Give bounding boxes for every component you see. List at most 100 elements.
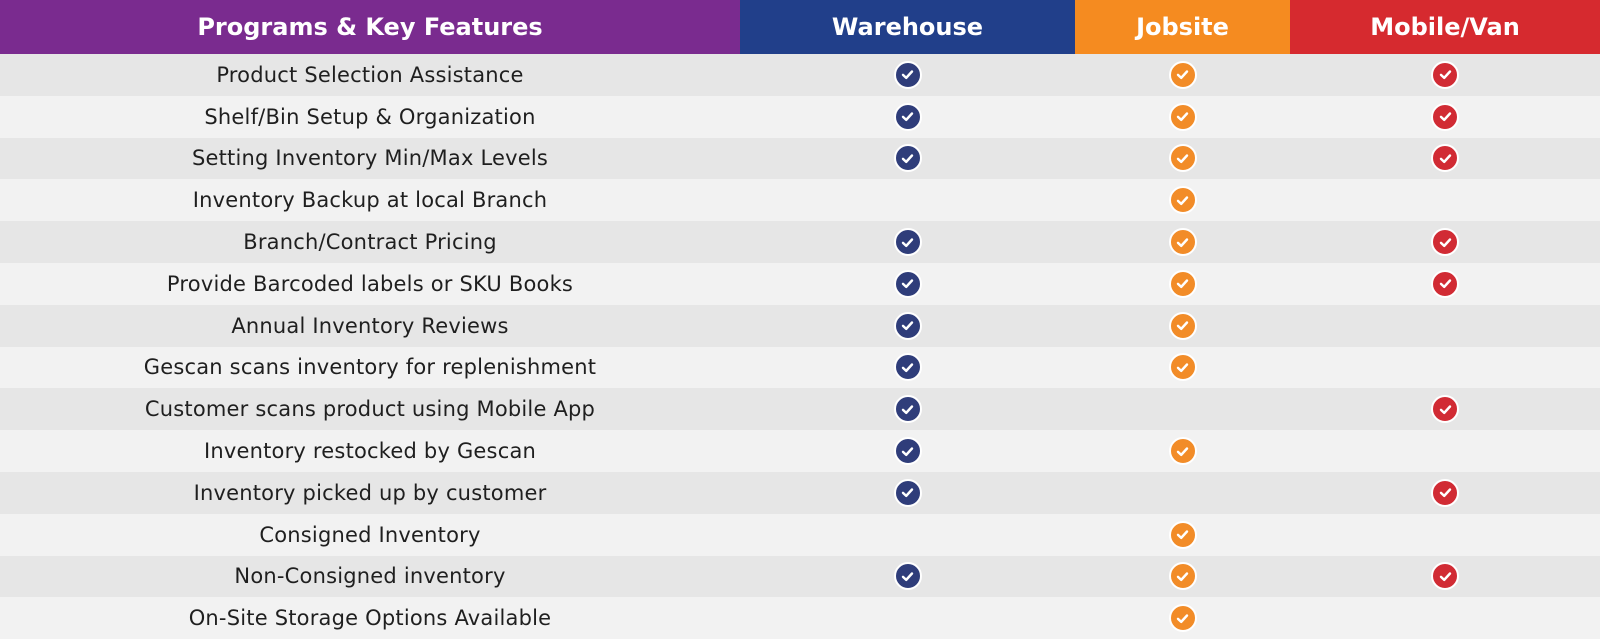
table-row: Inventory restocked by Gescan bbox=[0, 430, 1600, 472]
feature-label: Inventory Backup at local Branch bbox=[192, 188, 548, 213]
cell-warehouse bbox=[740, 305, 1075, 347]
check-circle-icon bbox=[893, 395, 922, 424]
cell-mobile bbox=[1290, 138, 1600, 180]
cell-mobile bbox=[1290, 472, 1600, 514]
check-circle-icon bbox=[1431, 144, 1459, 173]
check-circle-icon bbox=[1431, 478, 1459, 507]
header-jobsite: Jobsite bbox=[1075, 0, 1290, 54]
table-row: Gescan scans inventory for replenishment bbox=[0, 346, 1600, 389]
table-row: Non-Consigned inventory bbox=[0, 555, 1600, 598]
feature-label: Consigned Inventory bbox=[259, 522, 481, 547]
cell-warehouse bbox=[740, 556, 1075, 598]
feature-label: Provide Barcoded labels or SKU Books bbox=[166, 271, 574, 296]
cell-warehouse bbox=[740, 388, 1075, 430]
cell-mobile bbox=[1290, 96, 1600, 138]
table-row: Customer scans product using Mobile App bbox=[0, 388, 1600, 431]
check-circle-icon bbox=[893, 228, 922, 257]
check-circle-icon bbox=[1168, 269, 1197, 298]
check-circle-icon bbox=[1431, 395, 1459, 424]
table-row: On-Site Storage Options Available bbox=[0, 597, 1600, 640]
cell-warehouse bbox=[740, 96, 1075, 138]
check-circle-icon bbox=[1431, 228, 1459, 257]
check-circle-icon bbox=[1168, 102, 1197, 131]
cell-mobile bbox=[1290, 347, 1600, 389]
table-row: Shelf/Bin Setup & Organization bbox=[0, 95, 1600, 138]
cell-mobile bbox=[1290, 221, 1600, 263]
feature-label: Inventory picked up by customer bbox=[193, 480, 547, 505]
cell-warehouse bbox=[740, 263, 1075, 305]
feature-label: Product Selection Assistance bbox=[216, 62, 524, 87]
cell-warehouse bbox=[740, 514, 1075, 556]
check-circle-icon bbox=[893, 353, 922, 382]
cell-jobsite bbox=[1075, 179, 1290, 221]
header-warehouse: Warehouse bbox=[740, 0, 1075, 54]
check-circle-icon bbox=[1168, 311, 1197, 340]
cell-jobsite bbox=[1075, 138, 1290, 180]
table-body: Product Selection Assistance Shelf/Bin Se… bbox=[0, 54, 1600, 640]
check-circle-icon bbox=[1168, 604, 1197, 633]
cell-mobile bbox=[1290, 305, 1600, 347]
cell-mobile bbox=[1290, 556, 1600, 598]
check-circle-icon bbox=[1431, 269, 1459, 298]
feature-label: Branch/Contract Pricing bbox=[243, 230, 497, 255]
cell-warehouse bbox=[740, 221, 1075, 263]
cell-mobile bbox=[1290, 54, 1600, 96]
feature-label: Gescan scans inventory for replenishment bbox=[143, 355, 597, 380]
check-circle-icon bbox=[1168, 562, 1197, 591]
cell-jobsite bbox=[1075, 96, 1290, 138]
feature-label: On-Site Storage Options Available bbox=[188, 606, 552, 631]
check-circle-icon bbox=[893, 562, 922, 591]
check-circle-icon bbox=[1168, 437, 1197, 466]
cell-mobile bbox=[1290, 179, 1600, 221]
check-circle-icon bbox=[893, 311, 922, 340]
cell-jobsite bbox=[1075, 388, 1290, 430]
check-circle-icon bbox=[893, 60, 922, 89]
check-circle-icon bbox=[1168, 228, 1197, 257]
cell-warehouse bbox=[740, 179, 1075, 221]
check-circle-icon bbox=[893, 102, 922, 131]
check-circle-icon bbox=[1431, 60, 1459, 89]
table-row: Setting Inventory Min/Max Levels bbox=[0, 137, 1600, 180]
check-circle-icon bbox=[1431, 102, 1459, 131]
header-features: Programs & Key Features bbox=[0, 0, 740, 54]
cell-mobile bbox=[1290, 430, 1600, 472]
cell-warehouse bbox=[740, 472, 1075, 514]
cell-jobsite bbox=[1075, 514, 1290, 556]
table-row: Branch/Contract Pricing bbox=[0, 221, 1600, 263]
feature-label: Annual Inventory Reviews bbox=[231, 313, 509, 338]
cell-jobsite bbox=[1075, 263, 1290, 305]
cell-warehouse bbox=[740, 597, 1075, 639]
cell-jobsite bbox=[1075, 430, 1290, 472]
feature-label: Customer scans product using Mobile App bbox=[144, 397, 596, 422]
check-circle-icon bbox=[1168, 353, 1197, 382]
table-row: Annual Inventory Reviews bbox=[0, 304, 1600, 347]
check-circle-icon bbox=[1168, 186, 1197, 215]
cell-mobile bbox=[1290, 263, 1600, 305]
header-mobile-van: Mobile/Van bbox=[1290, 0, 1600, 54]
cell-jobsite bbox=[1075, 472, 1290, 514]
feature-label: Shelf/Bin Setup & Organization bbox=[204, 104, 536, 129]
cell-jobsite bbox=[1075, 221, 1290, 263]
check-circle-icon bbox=[893, 478, 922, 507]
table-row: Provide Barcoded labels or SKU Books bbox=[0, 262, 1600, 305]
table-row: Inventory Backup at local Branch bbox=[0, 179, 1600, 222]
table-row: Product Selection Assistance bbox=[0, 54, 1600, 96]
feature-label: Setting Inventory Min/Max Levels bbox=[191, 146, 549, 171]
check-circle-icon bbox=[1168, 60, 1197, 89]
feature-label: Non-Consigned inventory bbox=[234, 564, 506, 589]
cell-mobile bbox=[1290, 597, 1600, 639]
check-circle-icon bbox=[1168, 144, 1197, 173]
cell-jobsite bbox=[1075, 597, 1290, 639]
cell-warehouse bbox=[740, 430, 1075, 472]
check-circle-icon bbox=[1431, 562, 1459, 591]
cell-warehouse bbox=[740, 347, 1075, 389]
table-row: Inventory picked up by customer bbox=[0, 471, 1600, 514]
check-circle-icon bbox=[1168, 520, 1197, 549]
table-row: Consigned Inventory bbox=[0, 513, 1600, 556]
cell-jobsite bbox=[1075, 556, 1290, 598]
cell-jobsite bbox=[1075, 305, 1290, 347]
check-circle-icon bbox=[893, 144, 922, 173]
table-header: Programs & Key Features Warehouse Jobsit… bbox=[0, 0, 1600, 54]
cell-jobsite bbox=[1075, 54, 1290, 96]
